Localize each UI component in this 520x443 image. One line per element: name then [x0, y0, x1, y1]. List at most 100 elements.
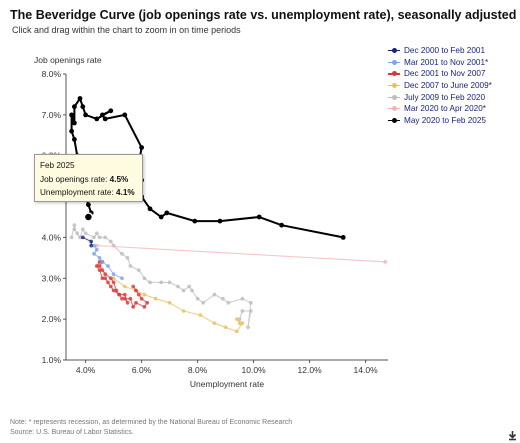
- data-point[interactable]: [100, 276, 105, 281]
- data-point[interactable]: [131, 284, 136, 289]
- legend-item-6[interactable]: May 2020 to Feb 2025: [388, 115, 518, 127]
- data-point[interactable]: [94, 264, 99, 268]
- data-point[interactable]: [97, 235, 102, 240]
- data-point[interactable]: [134, 300, 138, 305]
- data-point[interactable]: [234, 317, 239, 321]
- data-point[interactable]: [111, 276, 116, 281]
- data-point[interactable]: [102, 116, 108, 122]
- data-point[interactable]: [134, 288, 138, 293]
- data-point[interactable]: [83, 231, 88, 236]
- data-point[interactable]: [223, 325, 228, 330]
- data-point[interactable]: [240, 321, 245, 326]
- data-point[interactable]: [120, 251, 124, 256]
- legend-item-0[interactable]: Dec 2000 to Feb 2001: [388, 45, 518, 57]
- data-point[interactable]: [181, 288, 186, 293]
- data-point[interactable]: [100, 268, 105, 272]
- data-point[interactable]: [136, 292, 141, 297]
- data-point[interactable]: [164, 210, 170, 216]
- data-point[interactable]: [192, 218, 198, 224]
- legend-item-1[interactable]: Mar 2001 to Nov 2001*: [388, 57, 518, 69]
- data-point[interactable]: [69, 235, 74, 240]
- data-point[interactable]: [198, 313, 203, 317]
- legend-item-5[interactable]: Mar 2020 to Apr 2020*: [388, 103, 518, 115]
- data-point[interactable]: [125, 256, 130, 260]
- data-point[interactable]: [220, 296, 225, 301]
- data-point[interactable]: [89, 239, 94, 244]
- data-point[interactable]: [195, 296, 200, 301]
- data-point[interactable]: [111, 288, 116, 293]
- data-point[interactable]: [80, 235, 85, 240]
- data-point[interactable]: [147, 206, 153, 212]
- highlighted-data-point[interactable]: [83, 212, 94, 222]
- data-point[interactable]: [139, 296, 144, 301]
- data-point[interactable]: [72, 104, 77, 110]
- data-point[interactable]: [240, 296, 245, 301]
- data-point[interactable]: [136, 268, 141, 272]
- data-point[interactable]: [108, 284, 113, 289]
- data-point[interactable]: [122, 112, 128, 118]
- data-point[interactable]: [92, 251, 96, 256]
- data-point[interactable]: [142, 276, 147, 281]
- data-point[interactable]: [72, 137, 77, 142]
- data-point[interactable]: [248, 300, 253, 305]
- data-point[interactable]: [181, 309, 186, 313]
- data-point[interactable]: [106, 264, 110, 268]
- data-point[interactable]: [139, 145, 145, 150]
- data-point[interactable]: [94, 247, 99, 252]
- data-point[interactable]: [125, 300, 130, 305]
- data-point[interactable]: [212, 321, 217, 326]
- data-point[interactable]: [72, 223, 77, 228]
- data-point[interactable]: [78, 235, 82, 240]
- data-point[interactable]: [167, 280, 172, 285]
- data-point[interactable]: [217, 218, 223, 224]
- data-point[interactable]: [92, 235, 96, 240]
- data-point[interactable]: [128, 296, 133, 301]
- data-point[interactable]: [176, 284, 180, 289]
- data-point[interactable]: [106, 280, 110, 285]
- data-point[interactable]: [100, 112, 105, 118]
- data-point[interactable]: [122, 284, 127, 289]
- data-point[interactable]: [153, 296, 158, 301]
- data-point[interactable]: [94, 243, 99, 248]
- data-point[interactable]: [83, 112, 88, 118]
- data-point[interactable]: [100, 260, 105, 264]
- data-point[interactable]: [148, 280, 152, 285]
- data-point[interactable]: [122, 292, 127, 297]
- data-point[interactable]: [86, 202, 91, 208]
- data-point[interactable]: [145, 300, 150, 305]
- data-point[interactable]: [187, 284, 192, 289]
- data-point[interactable]: [117, 292, 122, 297]
- data-point[interactable]: [201, 300, 206, 305]
- legend-item-4[interactable]: July 2009 to Feb 2020: [388, 91, 518, 103]
- legend-item-3[interactable]: Dec 2007 to June 2009*: [388, 80, 518, 92]
- data-point[interactable]: [246, 325, 250, 330]
- data-point[interactable]: [142, 292, 147, 297]
- data-point[interactable]: [142, 305, 147, 309]
- data-point[interactable]: [190, 288, 194, 293]
- data-point[interactable]: [69, 128, 74, 134]
- download-arrow-icon[interactable]: [507, 430, 518, 443]
- legend-item-2[interactable]: Dec 2001 to Nov 2007: [388, 68, 518, 80]
- data-point[interactable]: [80, 104, 86, 110]
- data-point[interactable]: [103, 272, 108, 277]
- data-point[interactable]: [108, 276, 113, 281]
- data-point[interactable]: [167, 300, 172, 305]
- data-point[interactable]: [122, 296, 127, 301]
- data-point[interactable]: [94, 231, 99, 236]
- data-point[interactable]: [77, 96, 83, 101]
- data-point[interactable]: [69, 112, 74, 118]
- data-point[interactable]: [226, 300, 231, 305]
- data-point[interactable]: [108, 108, 114, 114]
- data-point[interactable]: [97, 268, 102, 272]
- data-point[interactable]: [131, 305, 136, 309]
- data-point[interactable]: [108, 239, 113, 244]
- data-point[interactable]: [256, 214, 262, 220]
- data-point[interactable]: [72, 227, 77, 232]
- data-point[interactable]: [279, 222, 284, 228]
- data-point[interactable]: [248, 309, 253, 313]
- data-point[interactable]: [92, 243, 96, 248]
- data-point[interactable]: [340, 235, 346, 240]
- data-point[interactable]: [97, 264, 102, 268]
- data-point[interactable]: [159, 280, 164, 285]
- data-point[interactable]: [158, 214, 164, 220]
